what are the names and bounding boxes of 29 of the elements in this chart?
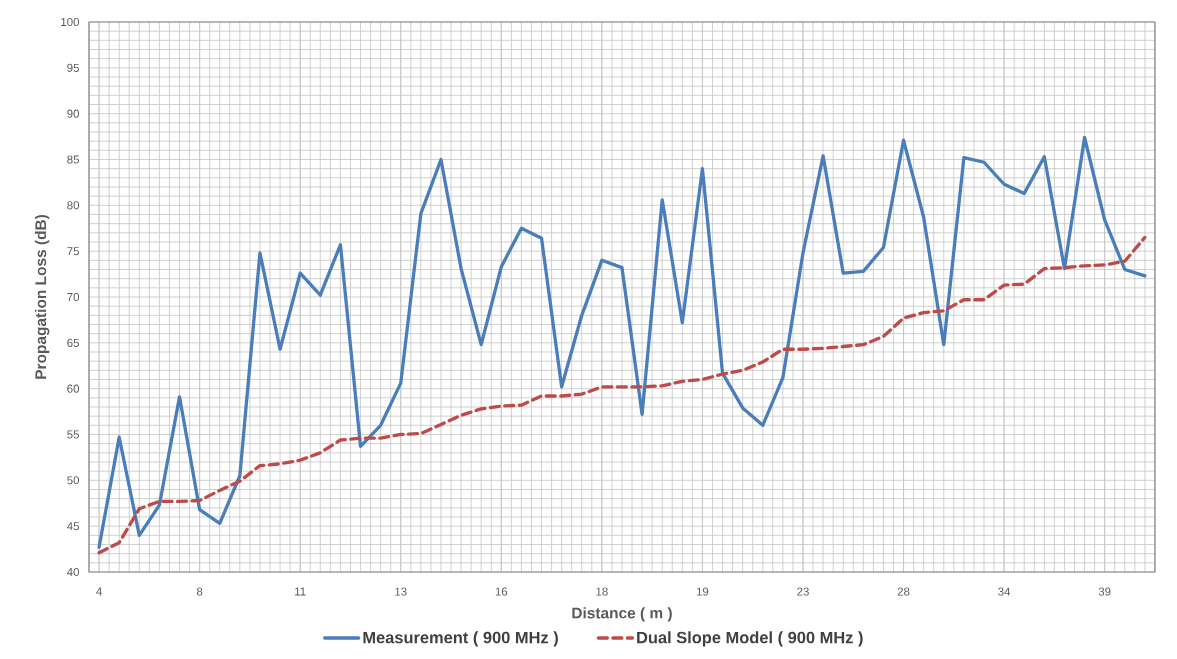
x-tick-label: 18 <box>596 587 608 596</box>
y-tick-label: 50 <box>67 476 80 485</box>
x-tick-label: 13 <box>395 587 407 596</box>
y-tick-label: 100 <box>61 17 80 27</box>
y-tick-label: 85 <box>67 155 80 164</box>
y-tick-label: 65 <box>67 338 80 347</box>
y-tick-label: 95 <box>67 63 80 72</box>
x-tick-label: 19 <box>696 587 709 596</box>
y-tick-label: 45 <box>67 522 80 531</box>
y-tick-label: 90 <box>67 109 80 118</box>
legend-label: Dual Slope Model ( 900 MHz ) <box>637 631 863 647</box>
y-tick-label: 70 <box>67 292 80 302</box>
x-tick-label: 39 <box>1098 587 1111 596</box>
x-tick-label: 16 <box>495 587 508 596</box>
legend-label: Measurement ( 900 MHz ) <box>363 631 558 647</box>
x-tick-label: 4 <box>96 587 102 596</box>
y-axis-title: Propagation Loss (dB) <box>34 214 50 379</box>
x-tick-label: 28 <box>897 587 910 596</box>
x-axis-title: Distance ( m ) <box>572 607 672 622</box>
x-tick-label: 8 <box>196 587 203 596</box>
y-tick-label: 55 <box>67 430 80 439</box>
y-tick-label: 75 <box>67 247 80 256</box>
x-tick-label: 23 <box>797 587 809 596</box>
y-tick-label: 60 <box>67 384 80 393</box>
line-series <box>97 135 1147 549</box>
x-tick-label: 11 <box>295 587 306 596</box>
y-tick-label: 40 <box>67 567 80 577</box>
y-tick-label: 80 <box>67 201 80 210</box>
x-tick-label: 34 <box>998 587 1011 596</box>
